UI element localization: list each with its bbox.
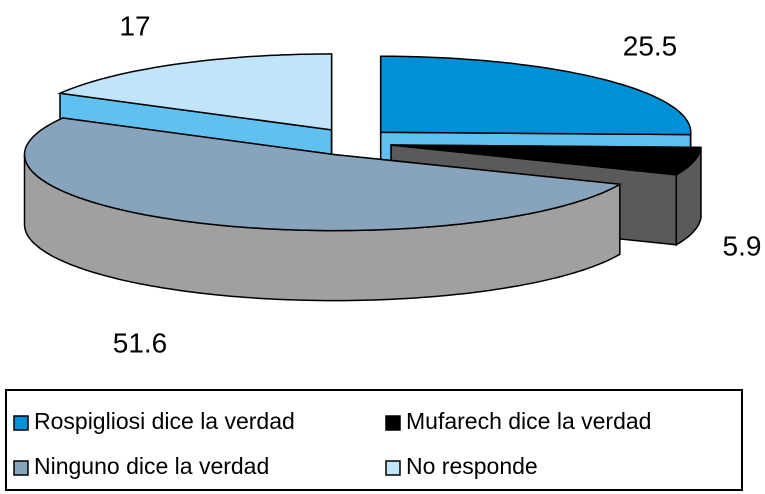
legend-label: Ninguno dice la verdad: [34, 453, 269, 479]
legend-swatch: [13, 460, 29, 476]
data-label: 51.6: [113, 327, 168, 358]
legend-label: Mufarech dice la verdad: [406, 408, 651, 434]
legend-swatch: [385, 415, 401, 431]
legend-label: Rospigliosi dice la verdad: [34, 408, 295, 434]
slice: [391, 144, 702, 176]
data-label: 5.9: [723, 230, 762, 261]
data-label: 17: [119, 10, 150, 41]
slice: [23, 117, 623, 232]
legend-swatch: [385, 460, 401, 476]
slice: [379, 55, 692, 136]
legend-label: No responde: [406, 453, 538, 479]
legend-box: [5, 389, 743, 491]
slice: [57, 53, 333, 131]
data-label: 25.5: [623, 30, 678, 61]
legend-swatch: [13, 415, 29, 431]
